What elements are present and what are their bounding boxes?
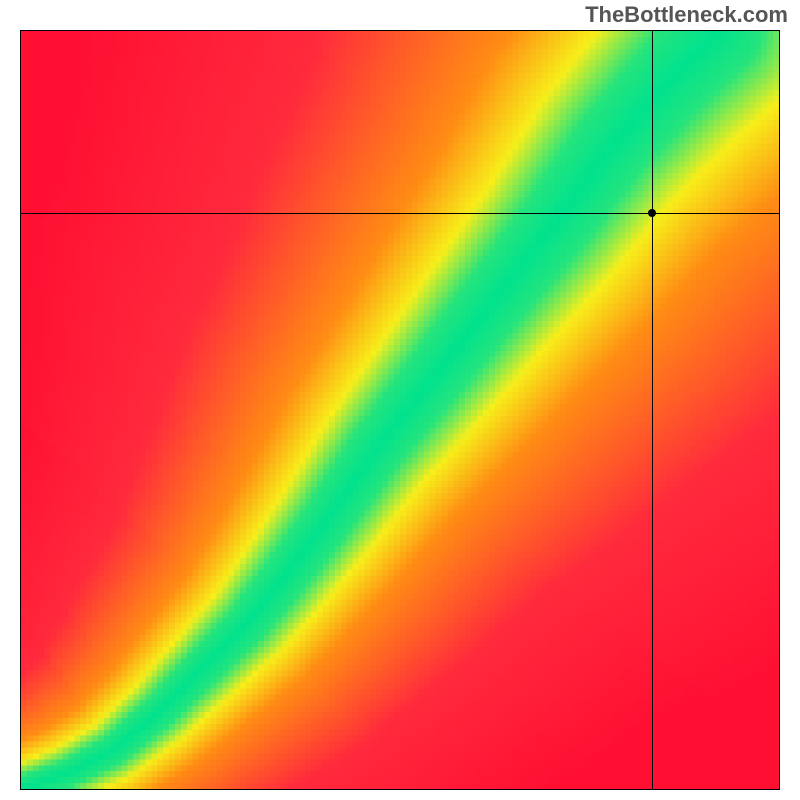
heatmap-canvas xyxy=(21,31,779,789)
marker-dot xyxy=(648,209,656,217)
chart-container: TheBottleneck.com xyxy=(0,0,800,800)
crosshair-horizontal xyxy=(21,213,779,214)
heatmap-plot-area xyxy=(20,30,780,790)
crosshair-vertical xyxy=(652,31,653,789)
watermark-text: TheBottleneck.com xyxy=(585,2,788,28)
